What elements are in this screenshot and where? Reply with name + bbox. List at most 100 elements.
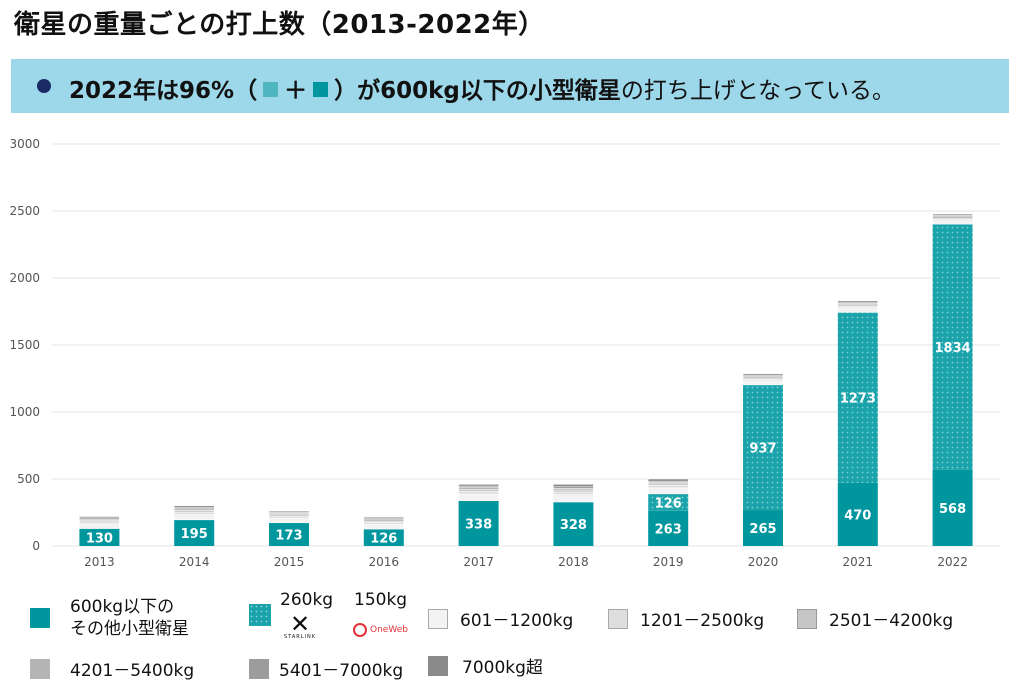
legend-label-1201-2500: 1201－2500kg (640, 611, 765, 631)
bar-2016-series-7 (363, 516, 405, 519)
y-tick-label-3000: 3000 (9, 137, 40, 151)
legend-swatch-601-1200 (428, 608, 448, 629)
bar-2017-series-3 (458, 491, 499, 495)
legend-label-small-other-line1: 600kg以下の (70, 597, 175, 617)
bar-2021-series-1 (837, 312, 878, 484)
bar-2021-series-0 (837, 483, 878, 546)
data-label-2022-series-1: 1834 (935, 341, 971, 356)
y-tick-label-1000: 1000 (9, 405, 40, 419)
bar-2014-series-7 (173, 505, 215, 508)
x-tick-label-2019: 2019 (653, 555, 684, 569)
data-label-2019-series-1: 126 (655, 496, 682, 511)
bar-2015-series-7 (268, 510, 310, 513)
legend-item-5401-7000: 5401－7000kg (249, 656, 403, 681)
y-tick-label-2000: 2000 (9, 271, 40, 285)
legend-swatch-2501-4200 (797, 608, 817, 629)
data-label-2015-series-0: 173 (275, 528, 302, 543)
data-label-2020-series-0: 265 (749, 522, 776, 537)
legend-swatch-constellation (249, 604, 271, 626)
legend-item-601-1200: 601－1200kg (428, 606, 573, 631)
bar-2014-series-2 (173, 514, 215, 521)
legend-label-small-other: 600kg以下の その他小型衛星 (70, 596, 189, 640)
legend-item-2501-4200: 2501－4200kg (797, 606, 953, 631)
launch-count-chart: 0 500 1000 1500 2000 2500 3000 130 2013 195 2014 17… (9, 137, 1000, 569)
bar-2013-series-2 (79, 523, 120, 529)
legend-item-small-other: 600kg以下の その他小型衛星 (30, 596, 189, 640)
bar-2020-series-7 (742, 373, 784, 376)
bar-2016-series-2 (363, 524, 405, 530)
bar-2015-series-0 (269, 522, 309, 546)
y-tick-label-500: 500 (17, 472, 40, 486)
bar-2015-series-2 (268, 517, 310, 524)
y-tick-label-2500: 2500 (9, 204, 40, 218)
legend-label-5401-7000: 5401－7000kg (279, 661, 404, 681)
constellation-square-icon (263, 82, 279, 97)
bar-2019-series-2 (647, 487, 689, 495)
bar-2014-series-0 (174, 519, 215, 546)
bar-2013-series-0 (79, 528, 120, 546)
summary-plus: ＋ (284, 78, 308, 104)
data-label-2021-series-1: 1273 (840, 392, 876, 407)
bar-2018-series-0 (553, 502, 594, 546)
summary-bold-start: 2022年は96%（ (69, 78, 258, 104)
bar-2018-series-2 (553, 494, 594, 503)
y-tick-label-1500: 1500 (9, 338, 40, 352)
x-tick-label-2015: 2015 (274, 555, 305, 569)
data-label-2013-series-0: 130 (86, 531, 113, 546)
bar-2013-series-7 (79, 516, 120, 519)
legend-label-601-1200: 601－1200kg (460, 611, 574, 631)
small-satellite-square-icon (313, 82, 329, 97)
starlink-logo: ✕ STARLINK (283, 612, 317, 640)
oneweb-ring-icon (353, 623, 367, 637)
legend-item-constellation (249, 604, 271, 626)
bar-2015-series-3 (268, 515, 310, 519)
legend-label-260kg: 260kg (280, 590, 334, 610)
bar-2021-series-7 (837, 300, 879, 303)
bar-2022-series-2 (932, 220, 973, 225)
data-label-2021-series-0: 470 (844, 509, 871, 524)
bar-2020-series-0 (743, 510, 783, 546)
legend-item-1201-2500: 1201－2500kg (608, 606, 764, 631)
legend-label-4201-5400: 4201－5400kg (70, 661, 195, 681)
bar-2021-series-2 (837, 307, 879, 313)
legend-swatch-small-other (30, 608, 50, 628)
bar-2022-series-1 (932, 224, 973, 470)
legend-swatch-4201-5400 (30, 658, 50, 679)
x-tick-label-2017: 2017 (463, 555, 494, 569)
data-label-2014-series-0: 195 (181, 527, 208, 542)
x-tick-label-2014: 2014 (179, 555, 210, 569)
summary-normal: の打ち上げとなっている。 (620, 78, 896, 104)
bar-2016-series-3 (363, 522, 405, 525)
oneweb-logo-text: OneWeb (370, 625, 408, 635)
bar-2018-series-3 (553, 491, 594, 495)
bar-2017-series-0 (458, 500, 499, 546)
x-tick-label-2018: 2018 (558, 555, 589, 569)
summary-banner: 2022年は96%（ ＋ ）が600kg以下の小型衛星の打ち上げとなっている。 (11, 59, 1009, 113)
legend-swatch-5401-7000 (249, 658, 269, 679)
bar-2014-series-3 (173, 511, 215, 515)
y-tick-label-0: 0 (32, 539, 40, 553)
bar-2017-series-4 (458, 489, 499, 492)
x-tick-label-2016: 2016 (369, 555, 400, 569)
data-label-2018-series-0: 328 (560, 518, 587, 533)
page-title: 衛星の重量ごとの打上数（2013-2022年） (14, 10, 545, 40)
legend-item-7000-over: 7000kg超 (428, 653, 543, 678)
data-label-2022-series-0: 568 (939, 502, 966, 517)
oneweb-logo: OneWeb (353, 623, 408, 637)
summary-text: 2022年は96%（ ＋ ）が600kg以下の小型衛星の打ち上げとなっている。 (69, 71, 895, 105)
bar-2019-series-0 (648, 510, 689, 546)
bar-2019-series-3 (647, 485, 689, 489)
legend-label-7000-over: 7000kg超 (462, 658, 543, 678)
x-tick-label-2021: 2021 (843, 555, 874, 569)
bar-2019-series-1 (648, 493, 689, 511)
bar-2017-series-2 (458, 493, 499, 501)
bar-2022-series-7 (932, 213, 973, 216)
bar-2016-series-0 (363, 529, 404, 546)
starlink-logo-text: STARLINK (283, 634, 316, 640)
data-label-2017-series-0: 338 (465, 517, 492, 532)
x-tick-label-2020: 2020 (748, 555, 779, 569)
data-label-2016-series-0: 126 (370, 532, 397, 547)
x-tick-label-2013: 2013 (84, 555, 115, 569)
legend-label-2501-4200: 2501－4200kg (829, 611, 954, 631)
bullet-icon (37, 79, 51, 93)
